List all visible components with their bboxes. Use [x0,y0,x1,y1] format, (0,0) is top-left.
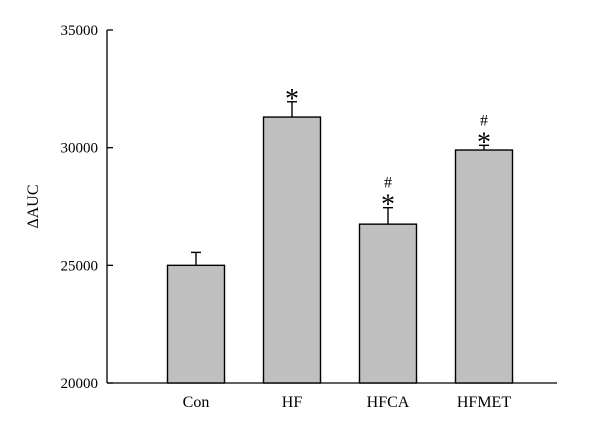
significance-annotations: **#*# [285,84,491,221]
significance-hash: # [384,175,392,192]
bar-hf [262,116,322,384]
bar-hfmet [454,149,514,384]
significance-star: * [285,84,299,115]
y-tick-label: 25000 [61,258,99,274]
y-axis: 20000 25000 30000 35000 [61,23,113,392]
significance-star: * [381,190,395,221]
significance-hash: # [480,112,488,129]
y-tick-label: 20000 [61,376,99,392]
x-tick-label: HF [282,394,303,411]
error-bars [191,101,489,266]
significance-star: * [477,127,491,158]
bar-hfca [358,223,418,384]
y-axis-title: ΔAUC [25,184,42,228]
bars [166,116,514,384]
bar-con [166,264,226,384]
y-tick-label: 30000 [61,141,99,157]
x-tick-label: HFCA [367,394,410,411]
y-tick-label: 35000 [61,23,99,39]
x-tick-label: HFMET [457,394,511,411]
x-tick-label: Con [183,394,210,411]
